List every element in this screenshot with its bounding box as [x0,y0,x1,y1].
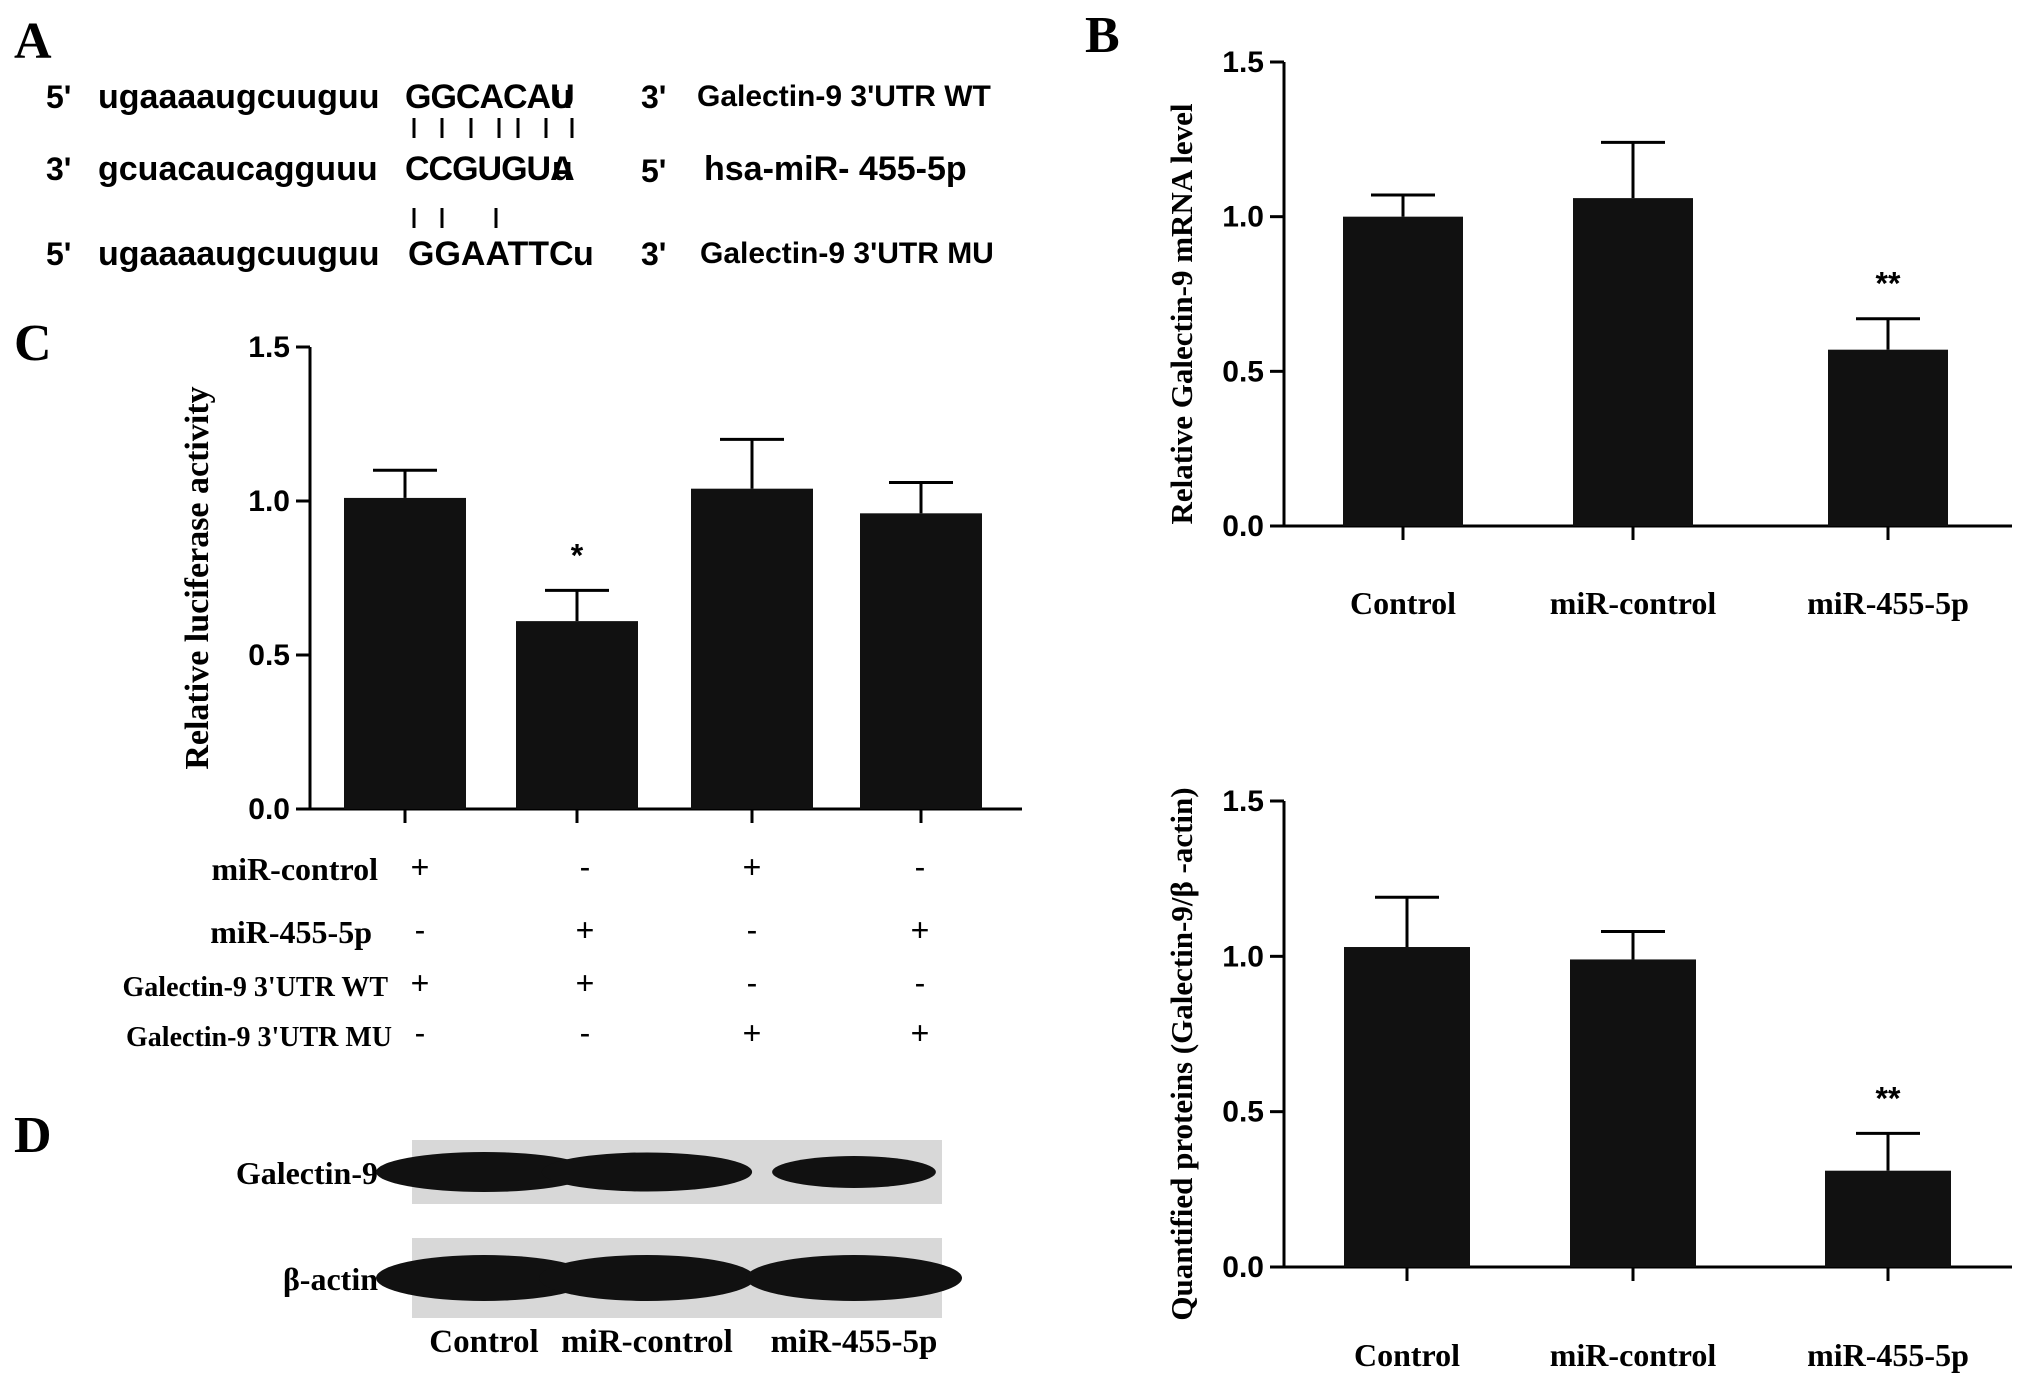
chart-mrna-level: 0.0 0.5 1.0 1.5 Control miR-control ** miR-455-… [1164,46,2012,621]
seq-tail: u [552,150,573,188]
condition-sign: - [915,849,926,885]
condition-sign: + [743,1015,762,1051]
seq-end-left: 5' [46,79,71,115]
lane-label: Control [429,1324,538,1360]
lane-label: miR-control [561,1324,733,1360]
condition-sign: + [911,1015,930,1051]
condition-sign: + [576,965,595,1001]
y-tick-label: 0.0 [1222,510,1264,543]
blot-band [376,1152,592,1192]
condition-sign: - [580,1015,591,1051]
condition-sign: + [411,965,430,1001]
condition-label: Galectin-9 3'UTR MU [126,1022,392,1053]
seq-seed-site: CCGUGUA [405,150,574,188]
condition-sign: - [747,965,758,1001]
chart-luciferase-activity: 0.0 0.5 1.0 1.5 * Relative luciferase activit… [179,331,1022,826]
y-tick-label: 1.5 [1222,46,1264,79]
seq-name: Galectin-9 3'UTR WT [697,80,991,113]
condition-sign: + [576,912,595,948]
condition-sign: + [411,849,430,885]
blot-band [539,1255,755,1301]
significance-marker: ** [1876,266,1901,302]
seq-end-right: 3' [641,236,666,272]
seq-end-right: 5' [641,153,666,189]
category-label: miR-control [1550,1337,1717,1373]
bar [1828,349,1948,526]
seq-end-left: 5' [46,236,71,272]
y-tick-label: 0.5 [1222,355,1264,388]
pairing-lines-mu [412,208,498,228]
seq-end-right: 3' [641,79,666,115]
sequence-row-mu: 5' ugaaaaugcuuguu GGAATTC u 3' Galectin-… [46,235,994,273]
condition-label: miR-control [212,851,379,887]
condition-sign: - [915,965,926,1001]
y-axis-label: Quantified proteins (Galectin-9/β -actin… [1164,787,1199,1320]
category-label: miR-455-5p [1807,585,1969,621]
significance-marker: ** [1876,1080,1901,1116]
blot-band [772,1156,936,1188]
lane-label: miR-455-5p [771,1324,938,1360]
bar [1344,947,1470,1267]
blot-band [541,1152,753,1192]
y-tick-label: 0.5 [1222,1096,1264,1129]
seq-seed-site: GGCACAU [405,78,574,116]
y-tick-label: 0.5 [248,639,290,672]
condition-sign: - [580,849,591,885]
bar [860,513,982,809]
sequence-row-wt: 5' ugaaaaugcuuguu GGCACAU u 3' Galectin-… [46,78,991,116]
seq-tail: u [573,235,594,273]
blot-label: Galectin-9 [236,1155,378,1191]
bar [1825,1170,1951,1267]
pairing-lines-wt [412,118,574,138]
condition-sign: + [911,912,930,948]
y-axis-label: Relative luciferase activity [179,386,216,769]
significance-marker: * [571,537,584,573]
seq-name: hsa-miR- 455-5p [704,150,967,188]
y-tick-label: 1.5 [248,331,290,364]
bar [1570,959,1696,1267]
condition-sign: - [747,912,758,948]
condition-sign: - [415,1015,426,1051]
bar [344,497,466,809]
condition-sign: - [415,912,426,948]
bar [1573,198,1693,526]
panel-label-c: C [14,315,52,372]
category-label: miR-control [1550,585,1717,621]
condition-table: miR-control + - + - miR-455-5p - + - + Galectin-9 … [123,849,930,1053]
y-tick-label: 1.0 [1222,201,1264,234]
y-tick-label: 1.5 [1222,785,1264,818]
y-tick-label: 0.0 [248,793,290,826]
seq-end-left: 3' [46,151,71,187]
condition-label: Galectin-9 3'UTR WT [123,972,389,1003]
y-tick-label: 1.0 [1222,940,1264,973]
category-label: Control [1350,585,1456,621]
western-blot: Galectin-9 β-actin Control miR-control miR-4… [236,1140,962,1360]
seq-tail: u [552,78,573,116]
panel-a: A 5' ugaaaaugcuuguu GGCACAU u 3' Galecti… [14,13,994,273]
seq-nucleotides: ugaaaaugcuuguu [98,235,379,273]
bar [691,488,813,809]
seq-nucleotides: gcuacaucagguuu [98,150,378,188]
category-label: Control [1354,1337,1460,1373]
y-tick-label: 0.0 [1222,1251,1264,1284]
y-tick-label: 1.0 [248,485,290,518]
blot-label: β-actin [283,1261,378,1297]
panel-label-a: A [14,13,52,70]
chart-quantified-proteins: 0.0 0.5 1.0 1.5 Control miR-control ** miR-455-… [1164,785,2012,1373]
condition-label: miR-455-5p [210,914,372,950]
seq-seed-site: GGAATTC [408,235,574,273]
sequence-row-mirna: 3' gcuacaucagguuu CCGUGUA u 5' hsa-miR- … [46,150,967,189]
y-axis-label: Relative Galectin-9 mRNA level [1164,103,1199,524]
bar [1343,216,1463,526]
bar [516,621,638,809]
seq-name: Galectin-9 3'UTR MU [700,237,994,270]
category-label: miR-455-5p [1807,1337,1969,1373]
blot-band [746,1255,962,1301]
seq-nucleotides: ugaaaaugcuuguu [98,78,379,116]
condition-sign: + [743,849,762,885]
panel-label-b: B [1085,7,1120,64]
blot-band [376,1255,592,1301]
panel-label-d: D [14,1107,52,1164]
